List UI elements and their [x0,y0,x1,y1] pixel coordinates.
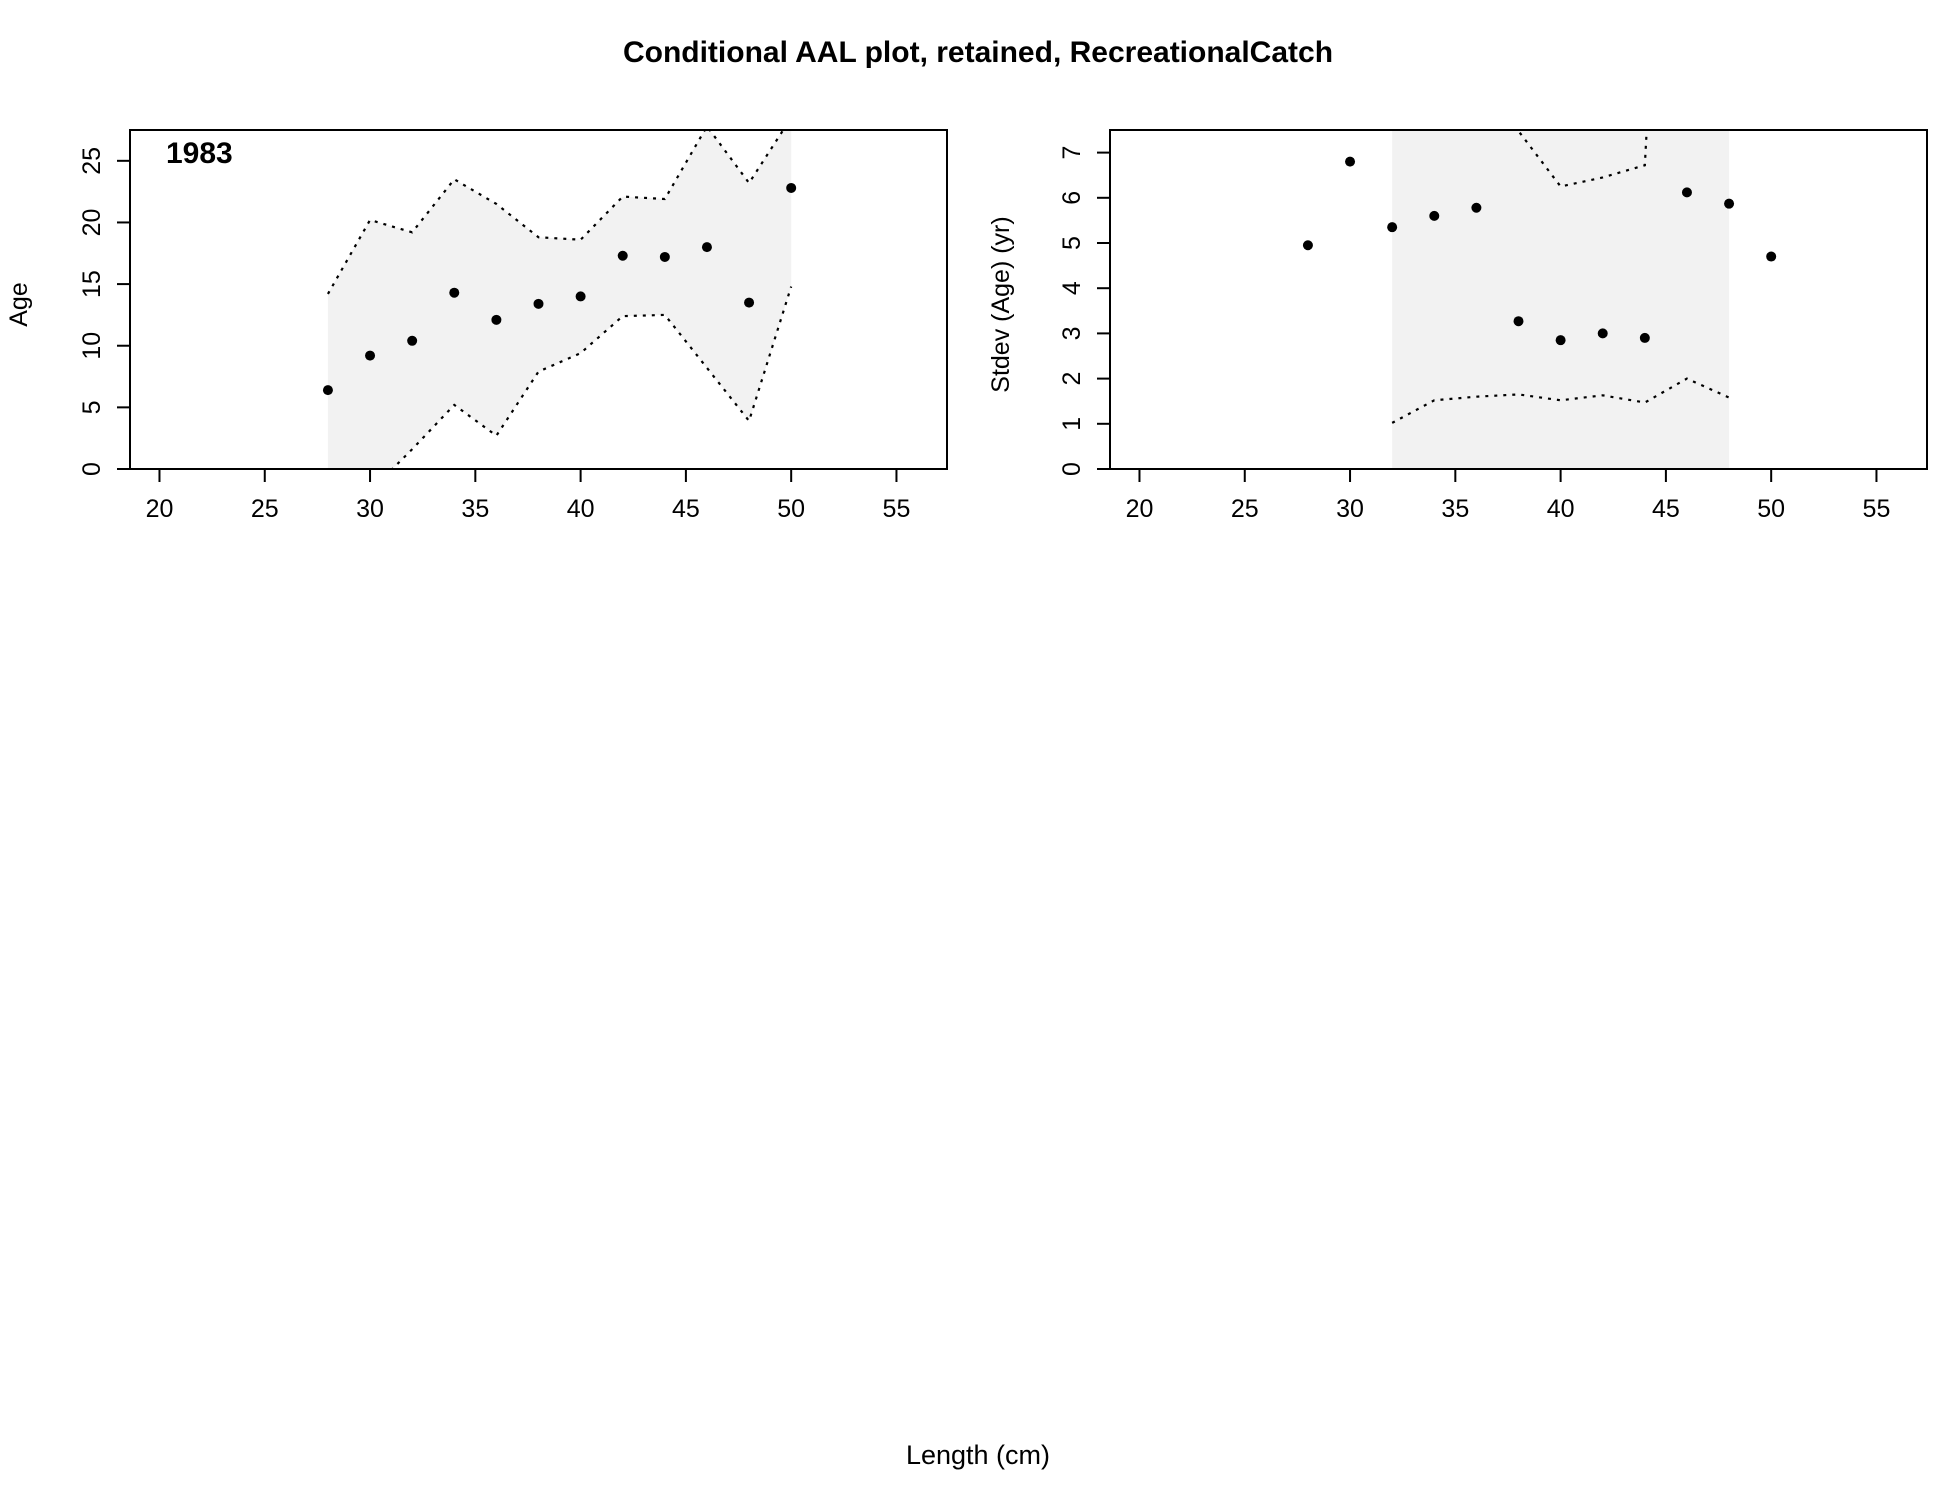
x-tick-label: 55 [1863,495,1891,523]
x-tick-label: 20 [146,495,174,523]
y-tick-label: 7 [1058,146,1086,160]
y-tick-label: 3 [1058,326,1086,340]
plot-area [322,130,797,469]
shaded-region [1392,130,1730,469]
data-point [407,335,418,346]
data-point [744,297,755,308]
y-tick-label: 1 [1058,417,1086,431]
x-tick-label: 45 [672,495,700,523]
x-tick-label: 35 [1441,495,1469,523]
upper-interval-line [1516,130,1648,188]
y-axis-label: Stdev (Age) (yr) [987,216,1015,392]
data-point [1345,156,1356,167]
data-point [1471,202,1482,213]
data-point [322,385,333,396]
y-tick-label: 0 [1058,462,1086,476]
x-tick-label: 55 [883,495,911,523]
y-tick-label: 25 [78,147,106,175]
data-point [533,298,544,309]
y-tick-label: 5 [1058,236,1086,250]
data-point [1302,240,1313,251]
y-tick-label: 20 [78,209,106,237]
data-point [1681,187,1692,198]
y-tick-label: 15 [78,270,106,298]
y-tick-label: 10 [78,332,106,360]
data-point [786,182,797,193]
x-tick-label: 30 [356,495,384,523]
data-point [491,314,502,325]
y-tick-label: 0 [78,462,106,476]
data-point [1724,198,1735,209]
data-point [1555,335,1566,346]
data-point [1597,328,1608,339]
x-tick-label: 45 [1652,495,1680,523]
data-point [1766,251,1777,262]
data-point [1639,332,1650,343]
data-point [365,350,376,361]
lower-interval-line [390,286,793,469]
x-tick-label: 20 [1126,495,1154,523]
y-tick-label: 4 [1058,281,1086,295]
data-point [449,287,460,298]
chart-title: Conditional AAL plot, retained, Recreati… [622,36,1334,69]
x-tick-label: 40 [1547,495,1575,523]
data-point [701,242,712,253]
y-tick-label: 6 [1058,191,1086,205]
data-point [1429,210,1440,221]
x-axis-label: Length (cm) [905,1440,1051,1470]
panel-1: 20 25 30 35 40 45 50 55 0 5 10 15 20 25 Age 1983 [5,129,948,523]
x-tick-label: 50 [777,495,805,523]
y-tick-label: 2 [1058,372,1086,386]
x-tick-label: 25 [1231,495,1259,523]
data-point [659,251,670,262]
shaded-region [327,130,792,469]
panel-year-label: 1983 [166,137,233,170]
data-point [1387,222,1398,233]
x-tick-label: 30 [1336,495,1364,523]
data-point [1513,316,1524,327]
x-tick-label: 25 [251,495,279,523]
y-axis-label: Age [5,282,33,326]
data-point [617,250,628,261]
data-point [575,291,586,302]
y-tick-label: 5 [78,400,106,414]
x-tick-label: 50 [1757,495,1785,523]
x-tick-label: 40 [567,495,595,523]
plot-area [1302,130,1777,469]
x-tick-label: 35 [461,495,489,523]
